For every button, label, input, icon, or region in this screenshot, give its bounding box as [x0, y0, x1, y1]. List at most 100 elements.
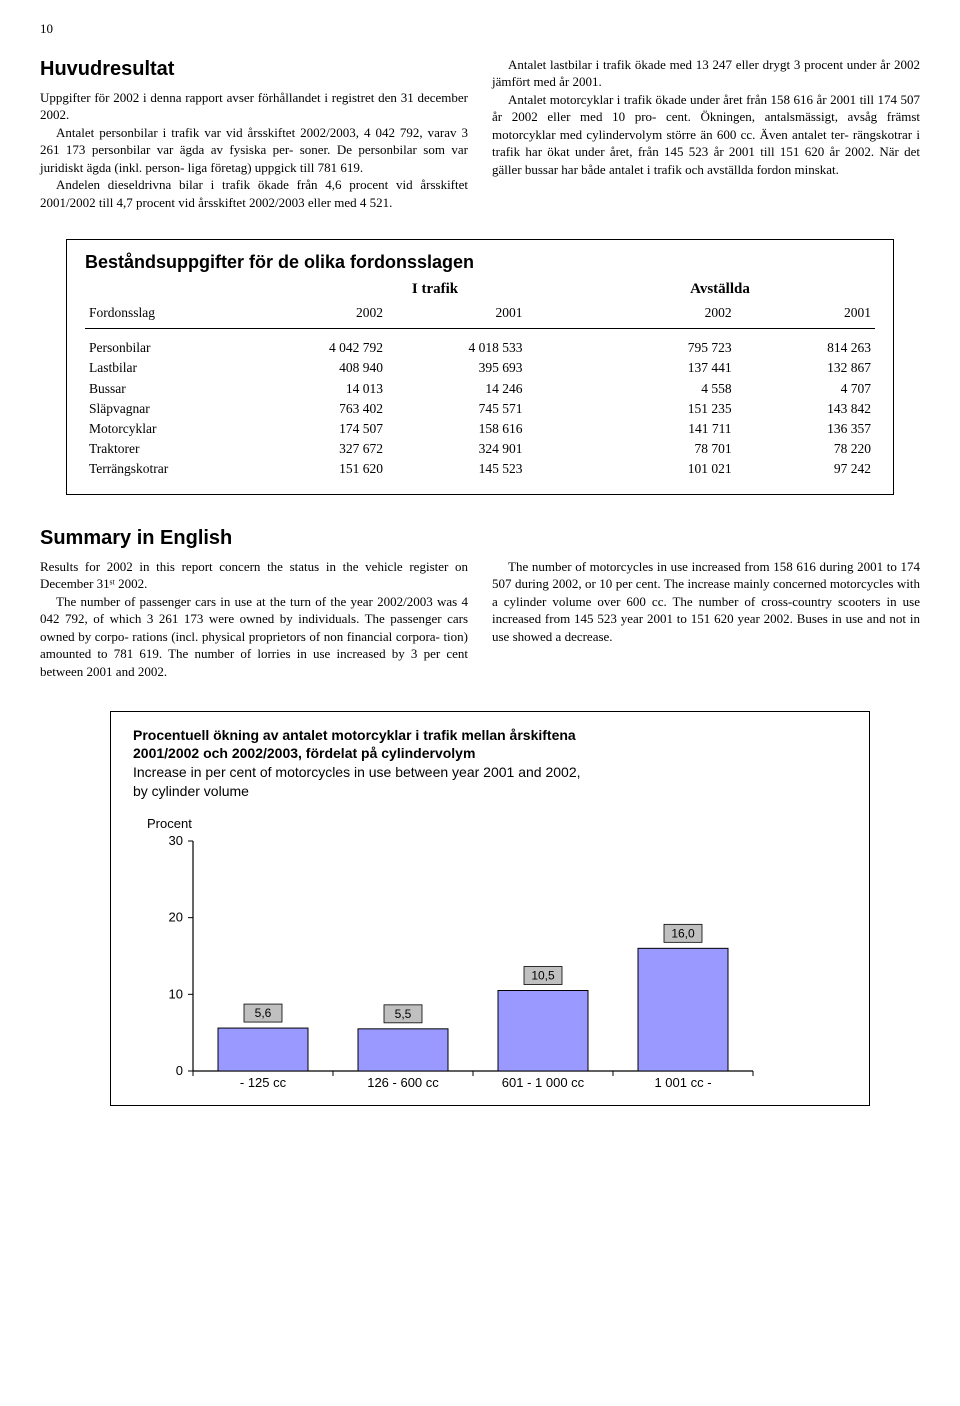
summary-p3: The number of motorcycles in use increas… — [492, 558, 920, 646]
huvud-col-left: Huvudresultat Uppgifter för 2002 i denna… — [40, 56, 468, 212]
huvud-p4: Antalet lastbilar i trafik ökade med 13 … — [492, 56, 920, 91]
table-cell: Traktorer — [85, 439, 248, 459]
table-cell — [526, 399, 596, 419]
table-cell: 143 842 — [736, 399, 875, 419]
summary-p2: The number of passenger cars in use at t… — [40, 593, 468, 681]
table-cell — [526, 459, 596, 479]
huvud-p3: Andelen dieseldrivna bilar i trafik ökad… — [40, 176, 468, 211]
stock-table: Fordonsslag 2002 2001 2002 2001 Personbi… — [85, 303, 875, 480]
table-cell: Terrängskotrar — [85, 459, 248, 479]
table-cell: 97 242 — [736, 459, 875, 479]
table-row: Personbilar4 042 7924 018 533 795 723814 … — [85, 329, 875, 359]
chart-title-line2: 2001/2002 och 2002/2003, fördelat på cyl… — [133, 744, 847, 763]
bar-chart: 0 10 20 30 5,6 - 125 cc 5,5 126 - 600 cc 10,5 601… — [153, 835, 763, 1093]
table-cell: 174 507 — [248, 419, 387, 439]
table-cell: 78 220 — [736, 439, 875, 459]
table-cell: 101 021 — [596, 459, 735, 479]
x-category-label: 1 001 cc - — [654, 1075, 711, 1090]
x-category-label: 601 - 1 000 cc — [502, 1075, 585, 1090]
th-2001a: 2001 — [387, 303, 526, 329]
table-header-row: Fordonsslag 2002 2001 2002 2001 — [85, 303, 875, 329]
th-2002b: 2002 — [596, 303, 735, 329]
table-cell — [526, 379, 596, 399]
huvud-p5: Antalet motorcyklar i trafik ökade under… — [492, 91, 920, 179]
svg-text:0: 0 — [176, 1063, 183, 1078]
table-cell: Motorcyklar — [85, 419, 248, 439]
summary-p1: Results for 2002 in this report concern … — [40, 558, 468, 593]
chart-title-line3: Increase in per cent of motorcycles in u… — [133, 763, 847, 782]
svg-text:20: 20 — [169, 909, 183, 924]
table-row: Lastbilar408 940395 693 137 441132 867 — [85, 358, 875, 378]
table-cell: 763 402 — [248, 399, 387, 419]
th-2001b: 2001 — [736, 303, 875, 329]
chart-title-line4: by cylinder volume — [133, 782, 847, 801]
table-cell: 158 616 — [387, 419, 526, 439]
bar-label: 16,0 — [671, 926, 695, 940]
table-cell: 132 867 — [736, 358, 875, 378]
summary-col-left: Results for 2002 in this report concern … — [40, 558, 468, 681]
table-cell: Personbilar — [85, 329, 248, 359]
table-cell: 395 693 — [387, 358, 526, 378]
group-avstallda: Avställda — [565, 279, 875, 299]
bar — [218, 1028, 308, 1071]
table-cell: 327 672 — [248, 439, 387, 459]
th-2002a: 2002 — [248, 303, 387, 329]
table-cell — [526, 358, 596, 378]
table-cell: 151 235 — [596, 399, 735, 419]
table-title: Beståndsuppgifter för de olika fordonssl… — [85, 250, 875, 274]
huvudresultat-columns: Huvudresultat Uppgifter för 2002 i denna… — [40, 56, 920, 212]
table-cell: 137 441 — [596, 358, 735, 378]
table-cell — [526, 329, 596, 359]
table-cell: 4 018 533 — [387, 329, 526, 359]
table-cell: Lastbilar — [85, 358, 248, 378]
table-cell: 151 620 — [248, 459, 387, 479]
table-cell: 78 701 — [596, 439, 735, 459]
stock-table-box: Beståndsuppgifter för de olika fordonssl… — [66, 239, 894, 494]
chart-box: Procentuell ökning av antalet motorcykla… — [110, 711, 870, 1106]
table-cell: 141 711 — [596, 419, 735, 439]
bar-label: 10,5 — [531, 968, 555, 982]
summary-columns: Results for 2002 in this report concern … — [40, 558, 920, 681]
chart-y-label: Procent — [147, 815, 847, 833]
x-category-label: 126 - 600 cc — [367, 1075, 439, 1090]
bar — [498, 990, 588, 1071]
table-cell: 745 571 — [387, 399, 526, 419]
table-cell: 136 357 — [736, 419, 875, 439]
table-row: Traktorer327 672324 901 78 70178 220 — [85, 439, 875, 459]
table-row: Bussar14 01314 246 4 5584 707 — [85, 379, 875, 399]
group-itrafik: I trafik — [305, 279, 565, 299]
table-cell: 814 263 — [736, 329, 875, 359]
bar-label: 5,6 — [255, 1006, 272, 1020]
table-cell: 324 901 — [387, 439, 526, 459]
th-fordonsslag: Fordonsslag — [85, 303, 248, 329]
page-number: 10 — [40, 20, 920, 38]
table-cell: 795 723 — [596, 329, 735, 359]
chart-title-line1: Procentuell ökning av antalet motorcykla… — [133, 726, 847, 745]
bar-label: 5,5 — [395, 1006, 412, 1020]
table-row: Terrängskotrar151 620145 523 101 02197 24… — [85, 459, 875, 479]
huvudresultat-title: Huvudresultat — [40, 56, 468, 83]
x-category-label: - 125 cc — [240, 1075, 287, 1090]
table-cell: 4 558 — [596, 379, 735, 399]
table-cell: 4 707 — [736, 379, 875, 399]
summary-title: Summary in English — [40, 525, 920, 552]
table-cell: 14 013 — [248, 379, 387, 399]
table-cell: 14 246 — [387, 379, 526, 399]
table-cell — [526, 439, 596, 459]
table-cell: 145 523 — [387, 459, 526, 479]
summary-col-right: The number of motorcycles in use increas… — [492, 558, 920, 681]
svg-text:30: 30 — [169, 835, 183, 848]
table-cell: 408 940 — [248, 358, 387, 378]
chart-area: Procent 01020305,6- 125 cc5,5126 - 600 c… — [153, 815, 847, 1093]
table-cell: Bussar — [85, 379, 248, 399]
table-row: Motorcyklar174 507158 616 141 711136 357 — [85, 419, 875, 439]
table-cell: 4 042 792 — [248, 329, 387, 359]
table-cell — [526, 419, 596, 439]
huvud-p2: Antalet personbilar i trafik var vid års… — [40, 124, 468, 177]
huvud-col-right: Antalet lastbilar i trafik ökade med 13 … — [492, 56, 920, 212]
huvud-p1: Uppgifter för 2002 i denna rapport avser… — [40, 89, 468, 124]
bar — [638, 948, 728, 1071]
table-cell: Släpvagnar — [85, 399, 248, 419]
table-row: Släpvagnar763 402745 571 151 235143 842 — [85, 399, 875, 419]
svg-text:10: 10 — [169, 986, 183, 1001]
